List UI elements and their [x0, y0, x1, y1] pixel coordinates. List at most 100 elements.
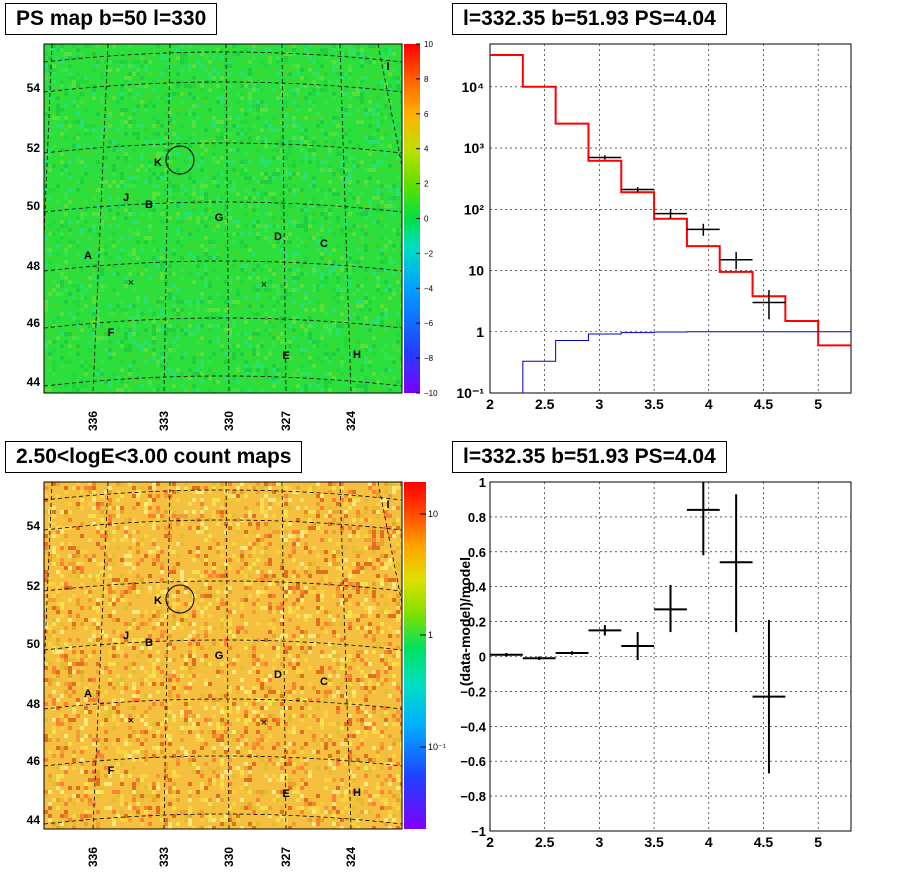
model-background-step: [522, 331, 851, 393]
source-label-j: J: [123, 192, 129, 204]
lon-tick-label: 327: [279, 847, 293, 867]
ps-map-source-labels: A B C D E F G H I J K × ×: [84, 61, 390, 362]
count-colorbar-tick-label: 1: [428, 630, 433, 640]
y-tick-label: 0.2: [468, 615, 486, 630]
lon-tick-label: 333: [157, 847, 171, 867]
source-label-d: D: [274, 231, 282, 243]
y-tick-label: 10⁻¹: [456, 385, 484, 401]
ps-colorbar-tick-label: 2: [424, 180, 429, 189]
ps-colorbar-tick-label: −8: [424, 354, 434, 363]
lat-tick-label: 52: [27, 579, 41, 593]
ps-colorbar-tick-label: 0: [424, 215, 429, 224]
lat-tick-label: 48: [27, 697, 41, 711]
x-tick-label: 2: [486, 834, 494, 850]
source-label-i: I: [386, 499, 389, 511]
x-tick-label: 4.5: [754, 834, 774, 850]
y-tick-label: 10²: [464, 201, 485, 217]
y-tick-label: 0.4: [468, 580, 487, 595]
ps-colorbar: [404, 44, 420, 393]
y-tick-label: 0.6: [468, 545, 486, 560]
ps-colorbar-tick-label: 4: [424, 145, 429, 154]
x-tick-label: 3.5: [644, 396, 664, 412]
lon-tick-label: 324: [344, 411, 358, 431]
source-label-c: C: [320, 676, 328, 688]
count-map-title: 2.50<logE<3.00 count maps: [5, 441, 303, 473]
lat-tick-label: 46: [27, 316, 41, 330]
source-label-k: K: [154, 157, 162, 169]
y-tick-label: 0.8: [468, 510, 486, 525]
y-tick-label: −0.2: [460, 684, 486, 699]
ps-map-coordinate-grid: [44, 44, 402, 393]
count-map-image: [44, 482, 402, 829]
count-map-coordinate-grid: [44, 482, 402, 829]
x-tick-label: 3: [595, 834, 603, 850]
lon-tick-label: 324: [344, 847, 358, 867]
source-label-e: E: [282, 350, 289, 362]
series-layer: [490, 54, 851, 393]
source-label-h: H: [353, 787, 361, 799]
ps-colorbar-ticks: 10 8 6 4 2 0 −2 −4 −6 −8 −10: [416, 40, 438, 398]
source-label-g: G: [215, 650, 224, 662]
source-label-a: A: [84, 688, 92, 700]
x-tick-label: 2: [486, 396, 494, 412]
count-map-axis-labels: 54 52 50 48 46 44 336 333 330 327 324: [27, 519, 358, 867]
source-label-c: C: [320, 238, 328, 250]
x-tick-label: 4: [705, 396, 713, 412]
lat-tick-label: 50: [27, 199, 41, 213]
lon-tick-label: 330: [222, 411, 236, 431]
ps-colorbar-tick-label: 10: [424, 40, 433, 49]
count-colorbar-tick-label: 10⁻¹: [428, 742, 446, 752]
ps-map-axis-labels: 54 52 50 48 46 44 336 333 330 327 324: [27, 81, 358, 431]
ps-map-image: [44, 44, 402, 393]
lon-tick-label: 336: [86, 411, 100, 431]
lon-tick-label: 336: [86, 847, 100, 867]
source-circle: [165, 145, 195, 175]
source-label-f: F: [108, 327, 115, 339]
x-tick-label: 2.5: [535, 396, 555, 412]
x-tick-label: 5: [814, 396, 822, 412]
x-tick-label: 3: [595, 396, 603, 412]
spectrum-title: l=332.35 b=51.93 PS=4.04: [452, 3, 727, 35]
source-circle: [165, 584, 195, 614]
source-label-k: K: [154, 595, 162, 607]
y-tick-label: −0.8: [460, 789, 486, 804]
count-colorbar-ticks: 10 1 10⁻¹: [420, 509, 446, 752]
y-tick-label: 10: [468, 263, 484, 279]
x-tick-label: 5: [814, 834, 822, 850]
cross-marker: ×: [261, 279, 267, 291]
source-label-j: J: [123, 630, 129, 642]
y-tick-label: −0.6: [460, 754, 486, 769]
y-tick-label: 1: [479, 475, 486, 490]
count-map-source-labels: A B C D E F G H I J K × ×: [84, 499, 390, 800]
lat-tick-label: 44: [27, 375, 41, 389]
x-tick-label: 2.5: [535, 834, 555, 850]
y-tick-label: 10⁴: [462, 79, 485, 95]
residual-title: l=332.35 b=51.93 PS=4.04: [452, 441, 727, 473]
y-tick-label: 10³: [464, 140, 485, 156]
ps-map-title: PS map b=50 l=330: [5, 3, 218, 35]
model-total-step: [490, 54, 851, 347]
lat-tick-label: 54: [27, 519, 41, 533]
lat-tick-label: 46: [27, 754, 41, 768]
ps-colorbar-tick-label: −10: [424, 389, 438, 398]
cross-marker: ×: [128, 277, 134, 289]
lat-tick-label: 52: [27, 141, 41, 155]
cross-marker: ×: [261, 717, 267, 729]
cross-marker: ×: [128, 715, 134, 727]
count-map-panel: A B C D E F G H I J K × × 10 1 10⁻¹ 54 52 50 48 46 44 336 333…: [27, 481, 446, 867]
source-label-e: E: [282, 788, 289, 800]
source-label-d: D: [274, 669, 282, 681]
ps-map-panel: A B C D E F G H I J K × × 10 8 6 4 2 0 −2 −4 −6 −8 −10 54 52 50 4…: [27, 40, 438, 431]
lon-tick-label: 333: [157, 411, 171, 431]
lat-tick-label: 48: [27, 259, 41, 273]
ps-colorbar-tick-label: −2: [424, 249, 434, 258]
lat-tick-label: 50: [27, 637, 41, 651]
ps-colorbar-tick-label: 6: [424, 110, 429, 119]
source-label-a: A: [84, 250, 92, 262]
source-label-b: B: [145, 199, 153, 211]
spectrum-plot: 2 2.5 3 3.5 4 4.5 5 10⁻¹ 1 10 10² 10³ 10⁴: [456, 43, 852, 412]
ps-colorbar-tick-label: −6: [424, 319, 434, 328]
x-tick-label: 3.5: [644, 834, 664, 850]
ps-colorbar-tick-label: −4: [424, 284, 434, 293]
